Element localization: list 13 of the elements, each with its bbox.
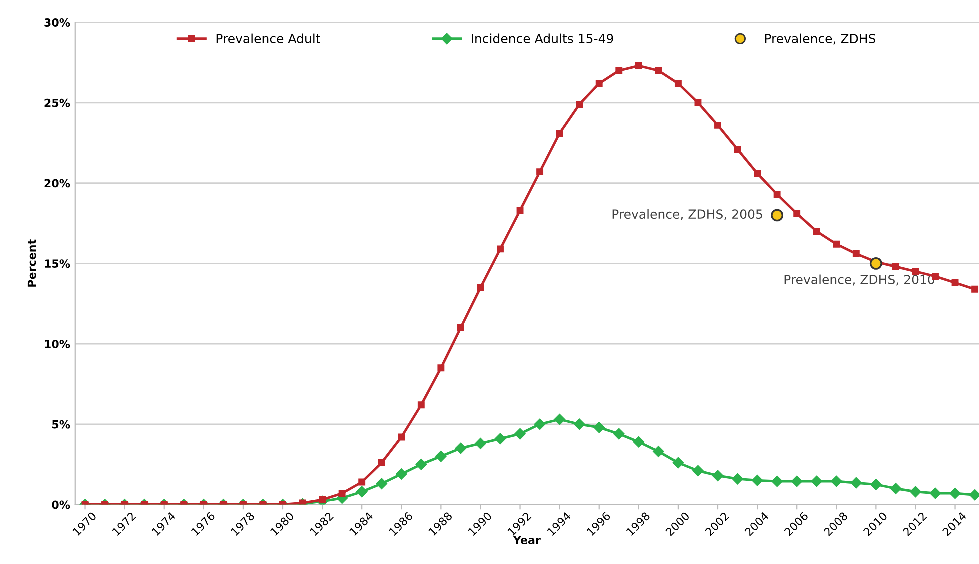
y-tick-label: 25% xyxy=(44,98,70,108)
y-axis-title: Percent xyxy=(28,240,36,287)
y-tick-label: 20% xyxy=(44,179,70,188)
y-tick-label: 5% xyxy=(52,420,70,429)
y-tick-label: 10% xyxy=(45,340,70,348)
y-tick-label: 30% xyxy=(44,18,70,27)
annotation: Prevalence, ZDHS, 2005 xyxy=(612,209,762,220)
y-tick-label: 0% xyxy=(52,500,70,510)
legend-label: Prevalence, ZDHS xyxy=(765,34,876,45)
legend-label: Incidence Adults 15-49 xyxy=(472,34,614,44)
legend-label: Prevalence Adult xyxy=(216,34,320,44)
x-axis-title: Year xyxy=(513,536,541,544)
y-tick-label: 15% xyxy=(45,260,70,268)
